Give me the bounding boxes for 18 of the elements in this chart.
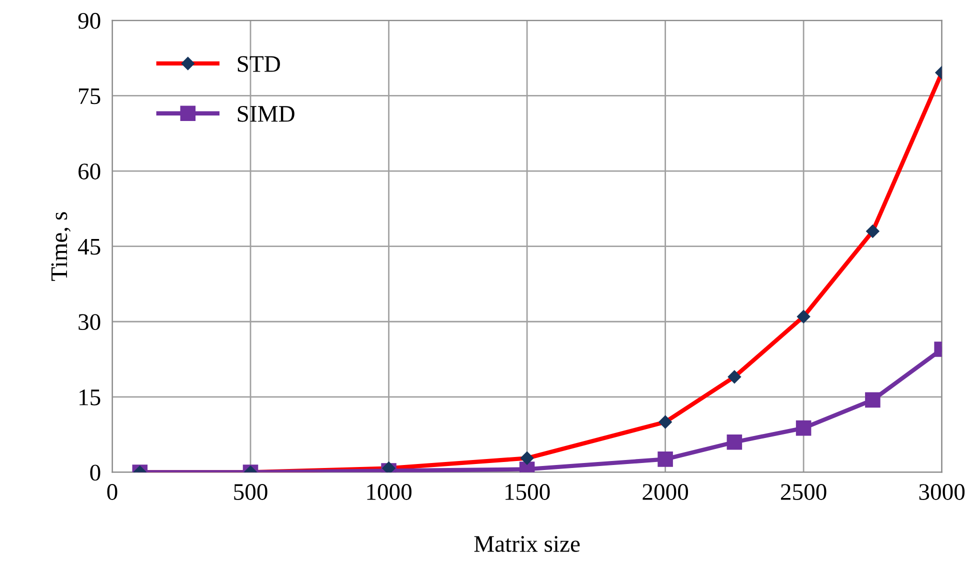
- x-tick-label: 500: [234, 484, 268, 500]
- y-tick-label: 30: [78, 314, 100, 330]
- y-tick-label: 15: [80, 390, 100, 406]
- y-tick-label: 45: [78, 238, 100, 255]
- legend-label: SIMD: [238, 106, 294, 122]
- y-tick-label: 0: [90, 464, 100, 481]
- x-tick-label: 1000: [367, 484, 412, 500]
- x-axis-title: Matrix size: [474, 536, 580, 552]
- y-tick-label: 90: [78, 12, 100, 29]
- x-tick-label: 2500: [781, 484, 826, 500]
- x-tick-label: 3000: [919, 484, 965, 500]
- x-tick-label: 1500: [506, 484, 550, 500]
- legend-label: STD: [238, 56, 280, 72]
- x-tick-label: 0: [107, 484, 118, 500]
- x-tick-label: 2000: [642, 484, 688, 500]
- y-tick-label: 75: [79, 88, 100, 104]
- y-axis-title: Time, s: [51, 212, 71, 281]
- y-tick-label: 60: [78, 164, 100, 180]
